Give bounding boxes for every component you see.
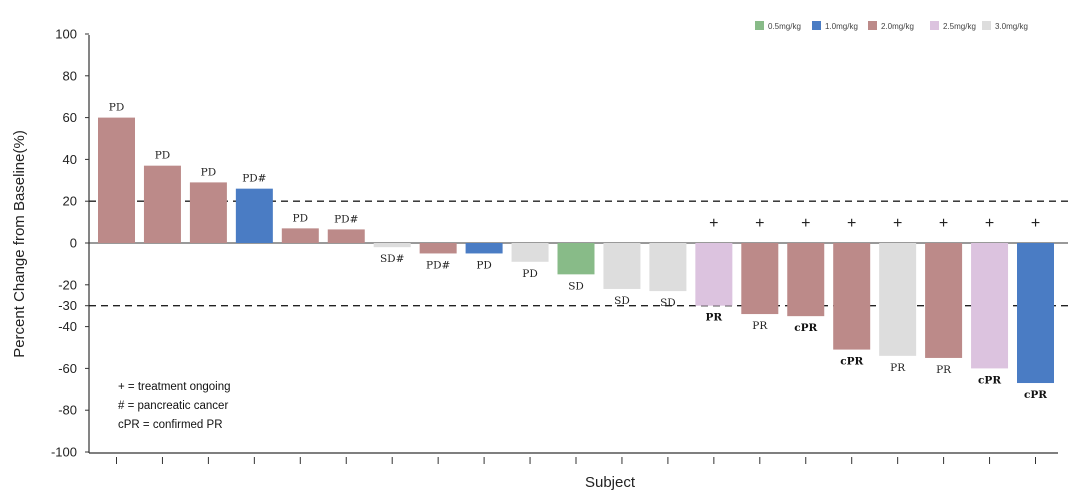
- y-axis: 100 80 60 40 20 0 -20 -30 -40 -60 -80 -100: [51, 27, 90, 460]
- bar-label: cPR: [1024, 389, 1047, 401]
- bar-label: cPR: [840, 356, 863, 368]
- bar: [373, 243, 411, 248]
- legend-label: 2.5mg/kg: [943, 22, 976, 31]
- bar: [833, 243, 871, 350]
- bar-label: SD: [614, 295, 630, 307]
- note-text: + = treatment ongoing: [118, 381, 231, 393]
- bar-label: SD: [660, 297, 676, 309]
- bar-label: PD: [201, 166, 216, 178]
- bar: [557, 243, 595, 275]
- bar: [603, 243, 641, 289]
- bar: [281, 228, 319, 243]
- note-text: cPR = confirmed PR: [118, 419, 223, 431]
- bar-label: PD: [476, 259, 491, 271]
- y-tick-label: -80: [58, 403, 77, 418]
- bar-label: SD#: [380, 253, 404, 265]
- ongoing-marker: +: [801, 215, 810, 232]
- bar-labels: PD PD PD PD# PD PD# SD# PD# PD PD SD SD SD PR PR cPR cPR…: [109, 102, 1048, 401]
- bar-label: SD: [568, 280, 584, 292]
- y-tick-label: -100: [51, 445, 77, 460]
- bar: [971, 243, 1009, 369]
- legend-label: 0.5mg/kg: [768, 22, 801, 31]
- y-tick-label: -60: [58, 361, 77, 376]
- legend-swatch: [868, 21, 877, 30]
- bar: [741, 243, 779, 315]
- bar: [143, 165, 181, 243]
- notes: + = treatment ongoing # = pancreatic canc…: [118, 381, 231, 431]
- bar: [235, 188, 273, 243]
- bar-label: cPR: [978, 374, 1001, 386]
- legend-label: 1.0mg/kg: [825, 22, 858, 31]
- legend-swatch: [812, 21, 821, 30]
- legend-swatch: [930, 21, 939, 30]
- y-tick-label: 60: [63, 110, 77, 125]
- legend: 0.5mg/kg 1.0mg/kg 2.0mg/kg 2.5mg/kg 3.0mg/kg: [755, 21, 1028, 31]
- bar-label: PD: [155, 150, 170, 162]
- note-text: # = pancreatic cancer: [118, 400, 228, 412]
- bar-label: PR: [890, 362, 906, 374]
- bar: [787, 243, 825, 317]
- bar: [695, 243, 733, 306]
- y-tick-label: 20: [63, 194, 77, 209]
- y-tick-label: -20: [58, 277, 77, 292]
- ongoing-marker: +: [755, 215, 764, 232]
- y-tick-label: -30: [58, 298, 77, 313]
- y-tick-label: 100: [55, 27, 77, 42]
- ongoing-markers: + + + + + + + +: [709, 215, 1040, 232]
- x-axis: [89, 452, 1058, 464]
- y-tick-label: 80: [63, 68, 77, 83]
- bar: [649, 243, 687, 292]
- bar: [189, 182, 227, 243]
- y-tick-label: -40: [58, 319, 77, 334]
- bar: [419, 243, 457, 254]
- bar: [1017, 243, 1054, 384]
- bar-label: PD#: [426, 259, 450, 271]
- bar-label: PR: [936, 364, 952, 376]
- bar-label: PD: [522, 268, 537, 280]
- ongoing-marker: +: [1031, 215, 1040, 232]
- x-axis-title: Subject: [585, 474, 636, 491]
- bar: [465, 243, 503, 254]
- bar-label: PR: [706, 312, 723, 324]
- bar-label: PD: [293, 212, 308, 224]
- ongoing-marker: +: [709, 215, 718, 232]
- legend-swatch: [982, 21, 991, 30]
- bar-label: cPR: [794, 322, 817, 334]
- ongoing-marker: +: [847, 215, 856, 232]
- y-tick-label: 40: [63, 152, 77, 167]
- y-axis-title: Percent Change from Baseline(%): [11, 130, 28, 358]
- y-tick-label: 0: [70, 236, 77, 251]
- legend-label: 2.0mg/kg: [881, 22, 914, 31]
- bar-label: PD#: [334, 213, 358, 225]
- ongoing-marker: +: [893, 215, 902, 232]
- bar: [511, 243, 549, 262]
- ongoing-marker: +: [939, 215, 948, 232]
- legend-swatch: [755, 21, 764, 30]
- bar: [327, 229, 365, 243]
- bar-label: PD: [109, 102, 124, 114]
- bar: [925, 243, 963, 358]
- bar: [98, 117, 135, 243]
- bar-label: PD#: [242, 173, 266, 185]
- ongoing-marker: +: [985, 215, 994, 232]
- legend-label: 3.0mg/kg: [995, 22, 1028, 31]
- bar-label: PR: [752, 320, 768, 332]
- bar: [879, 243, 917, 356]
- bars: [98, 117, 1054, 384]
